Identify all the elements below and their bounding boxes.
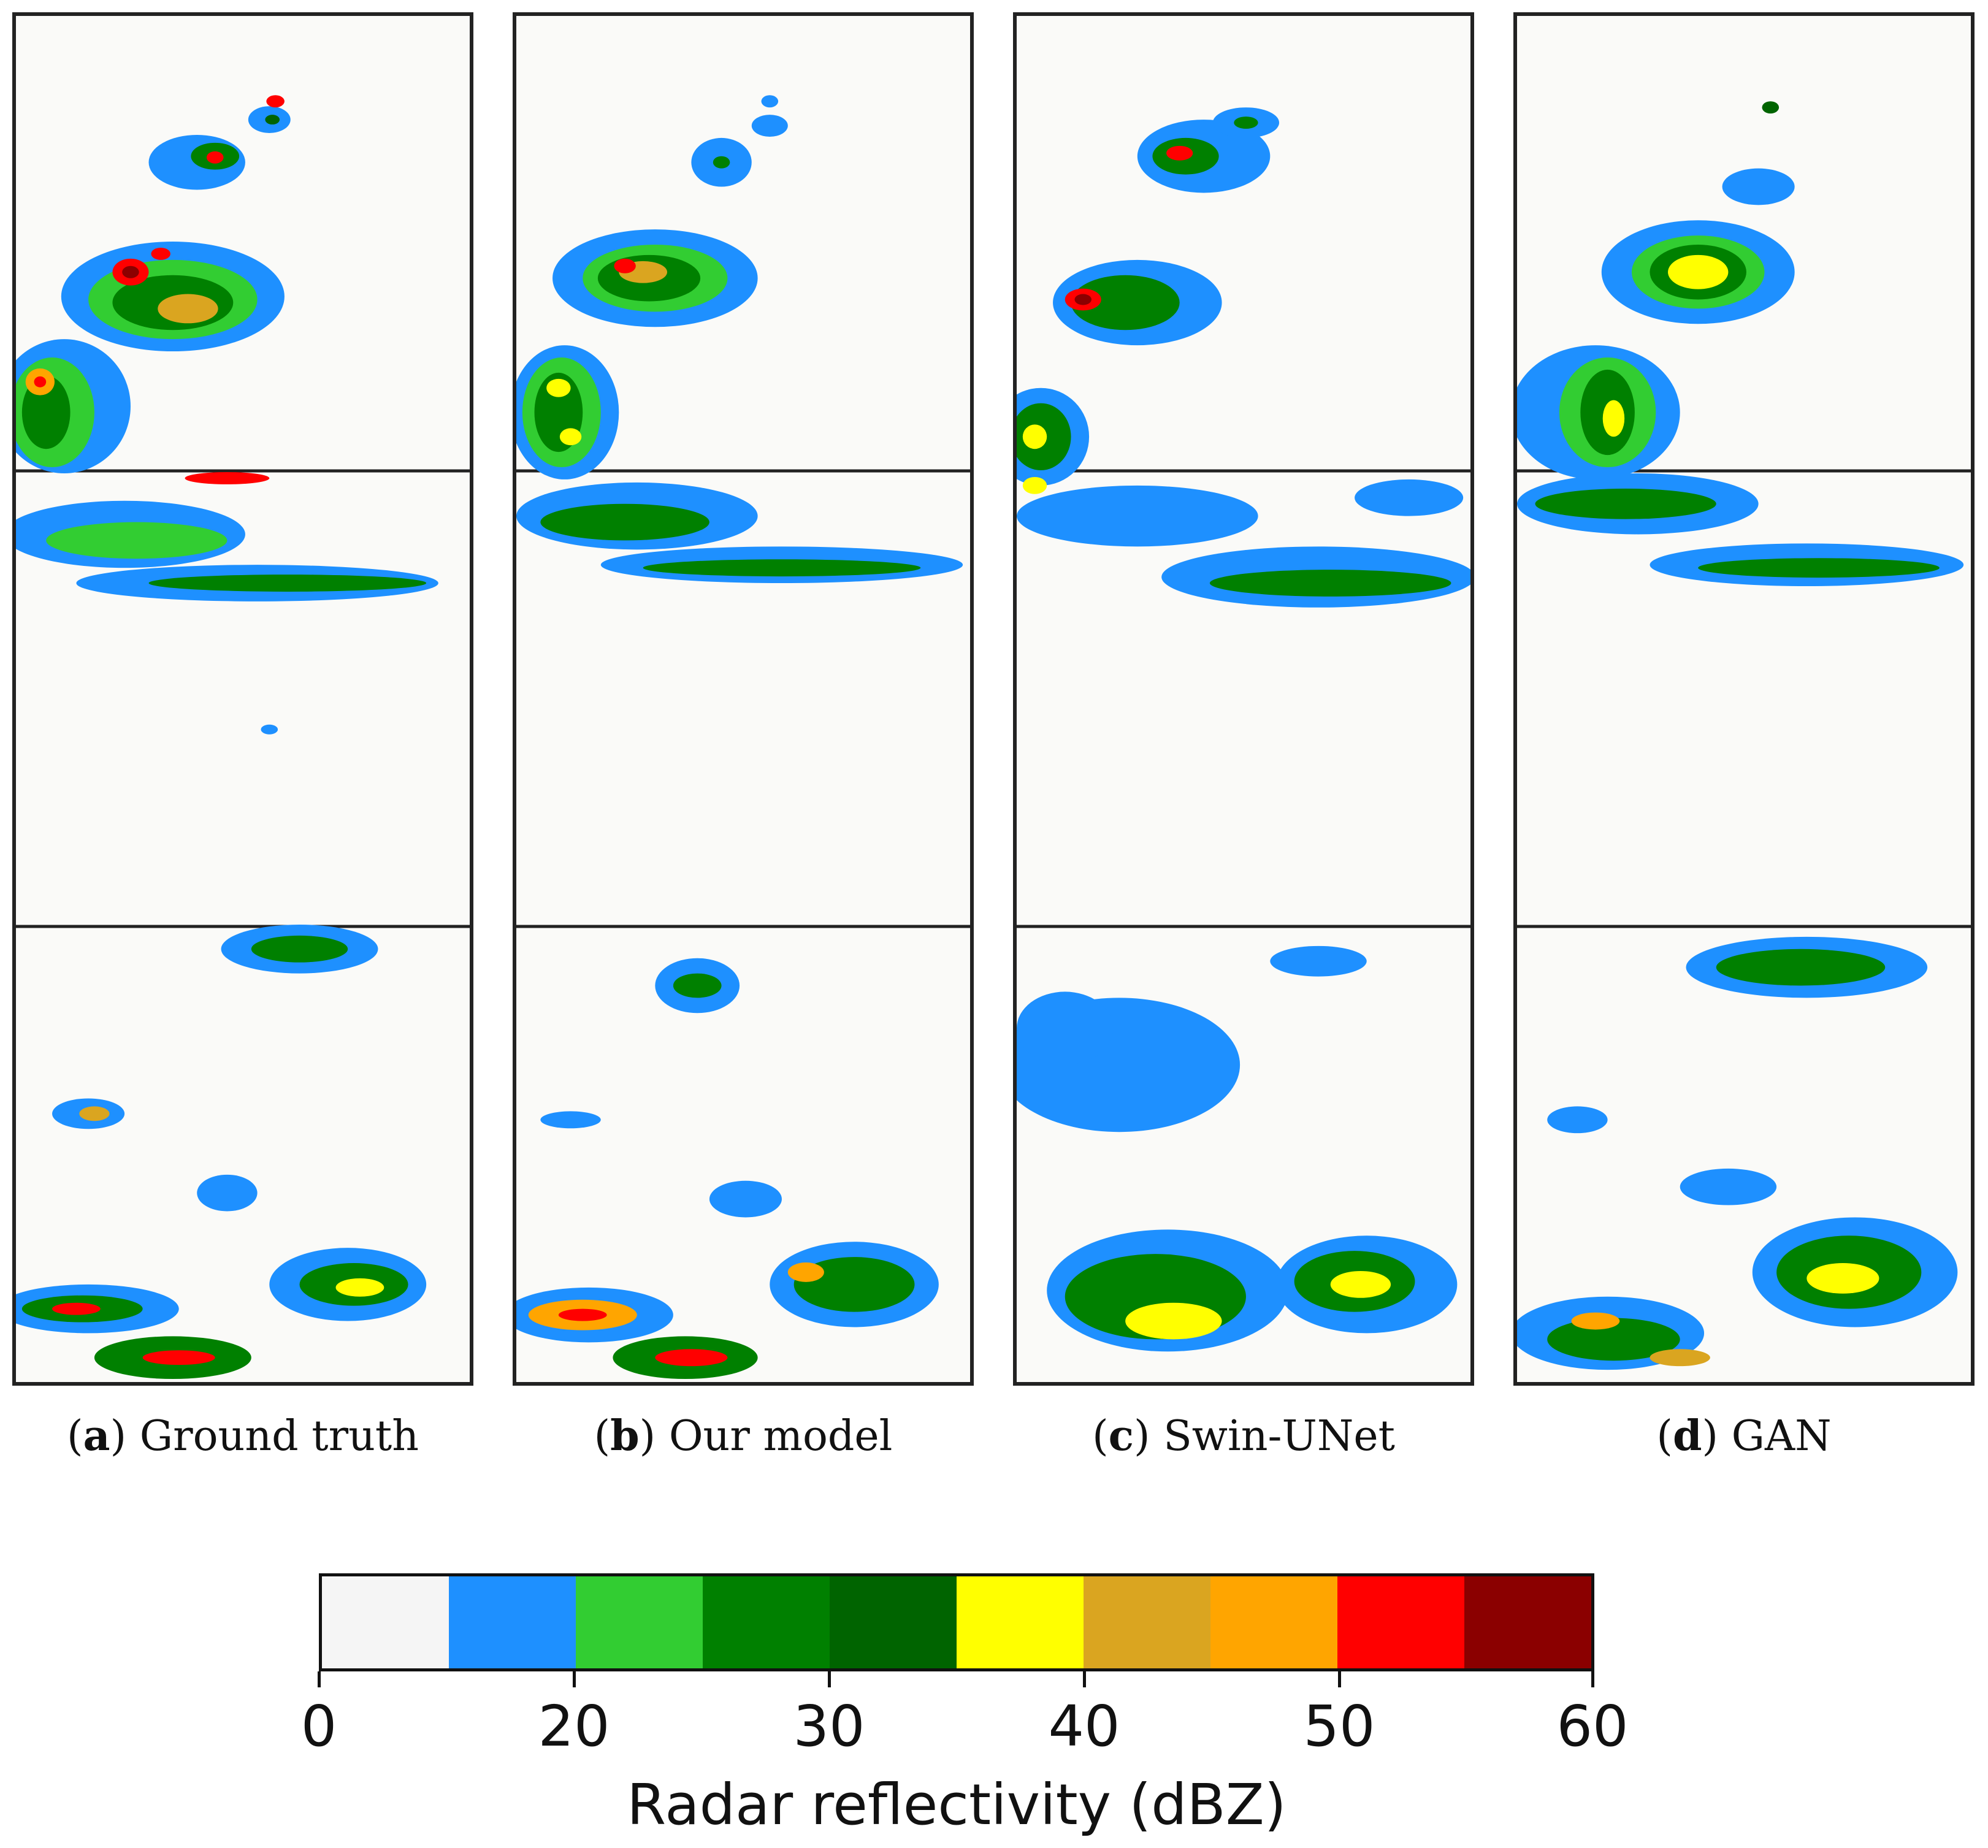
panel-gan — [1513, 12, 1975, 1386]
radar-image-gan — [1517, 101, 1971, 1370]
colorbar-tick-label: 50 — [1303, 1693, 1375, 1759]
caption-d: (d) GAN — [1656, 1411, 1832, 1460]
caption-b: (b) Our model — [594, 1411, 893, 1460]
caption-c: (c) Swin-UNet — [1092, 1411, 1395, 1460]
radar-image-our-model — [516, 95, 970, 1380]
colorbar-tick-label: 60 — [1556, 1693, 1629, 1759]
colorbar-tick — [573, 1671, 576, 1687]
colorbar-swatch — [957, 1576, 1084, 1668]
colorbar-tick — [1591, 1671, 1594, 1687]
colorbar-swatch — [576, 1576, 703, 1668]
panel-our-model — [513, 12, 974, 1386]
colorbar — [319, 1573, 1594, 1671]
colorbar-swatch — [449, 1576, 576, 1668]
colorbar-tick — [1338, 1671, 1341, 1687]
colorbar-label: Radar reflectivity (dBZ) — [627, 1772, 1286, 1838]
colorbar-swatch — [1084, 1576, 1210, 1668]
caption-a: (a) Ground truth — [67, 1411, 419, 1460]
panel-swin-unet — [1013, 12, 1474, 1386]
radar-image-swin-unet — [1017, 107, 1470, 1352]
panel-ground-truth — [12, 12, 473, 1386]
colorbar-tick — [828, 1671, 831, 1687]
colorbar-tick-label: 0 — [300, 1693, 337, 1759]
colorbar-tick-label: 20 — [538, 1693, 610, 1759]
colorbar-swatch — [830, 1576, 957, 1668]
radar-image-ground-truth — [16, 95, 470, 1380]
colorbar-swatch — [322, 1576, 449, 1668]
colorbar-swatch — [1337, 1576, 1464, 1668]
colorbar-tick-label: 30 — [793, 1693, 865, 1759]
colorbar-tick-label: 40 — [1048, 1693, 1120, 1759]
colorbar-tick — [318, 1671, 321, 1687]
colorbar-swatch — [1464, 1576, 1591, 1668]
colorbar-swatch — [1210, 1576, 1337, 1668]
colorbar-tick — [1083, 1671, 1086, 1687]
colorbar-swatch — [703, 1576, 830, 1668]
